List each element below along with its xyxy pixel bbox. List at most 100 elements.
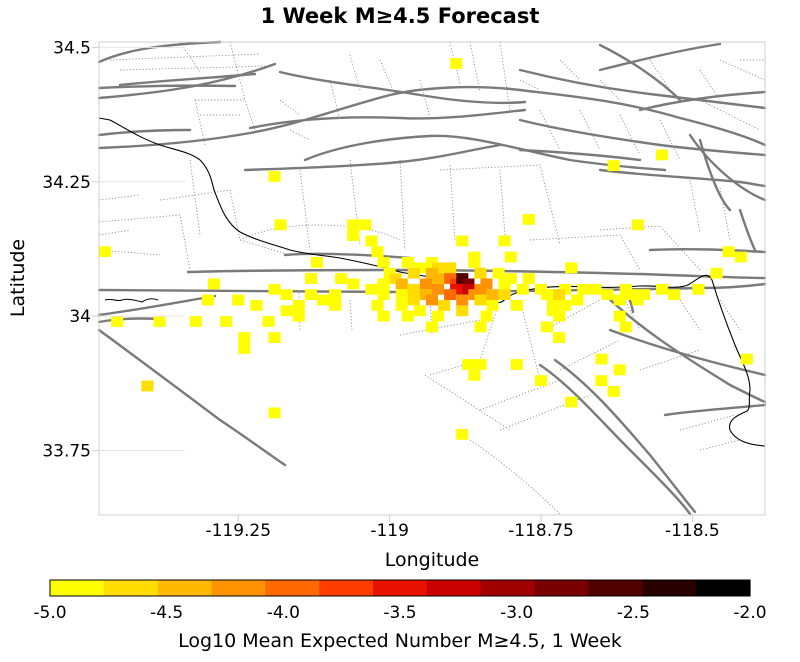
forecast-cell: [220, 316, 233, 327]
forecast-cell: [619, 321, 632, 333]
forecast-cell: [510, 300, 523, 311]
forecast-cell: [347, 230, 360, 241]
colorbar-tick-label: -3.0: [500, 603, 533, 623]
colorbar-tick-label: -4.5: [150, 603, 183, 623]
forecast-cell: [413, 305, 426, 317]
chart-title: 1 Week M≥4.5 Forecast: [261, 4, 540, 28]
forecast-cell: [268, 407, 281, 419]
forecast-cell: [262, 316, 275, 327]
forecast-cell: [208, 278, 221, 290]
y-tick-label: 34.5: [53, 38, 91, 58]
forecast-cell: [456, 294, 469, 306]
forecast-cell: [444, 262, 457, 274]
forecast-cell: [492, 267, 505, 279]
forecast-cell: [474, 359, 487, 370]
forecast-cell: [468, 369, 481, 381]
forecast-cell: [631, 294, 644, 306]
forecast-cell: [238, 343, 251, 354]
forecast-cell: [268, 283, 281, 295]
forecast-cell: [432, 273, 445, 284]
forecast-cell: [268, 171, 281, 182]
forecast-cell: [740, 353, 753, 365]
forecast-cell: [395, 289, 408, 300]
forecast-cell: [407, 267, 420, 279]
forecast-cell: [474, 294, 487, 306]
colorbar-swatch: [480, 580, 536, 596]
forecast-cell: [571, 294, 584, 306]
forecast-cell: [377, 278, 390, 290]
forecast-cell: [565, 262, 578, 274]
forecast-cell: [365, 235, 378, 247]
forecast-cell: [304, 273, 317, 284]
colorbar-tick-label: -2.0: [733, 603, 766, 623]
plot-area: [97, 40, 767, 516]
colorbar: -5.0 -4.5 -4.0 -3.5 -3.0 -2.5 -2.0 Log10 Mean …: [33, 579, 767, 652]
forecast-cell: [407, 283, 420, 295]
forecast-cell: [395, 278, 408, 290]
forecast-cell: [734, 251, 747, 263]
y-tick-label: 34.25: [42, 173, 91, 193]
forecast-cell: [577, 283, 590, 295]
forecast-cells: [99, 58, 753, 440]
forecast-cell: [389, 273, 402, 284]
forecast-cell: [425, 257, 438, 268]
forecast-cell: [631, 219, 644, 231]
forecast-cell: [486, 289, 499, 300]
forecast-cell: [371, 246, 384, 258]
colorbar-tick-label: -2.5: [617, 603, 650, 623]
forecast-cell: [189, 316, 202, 327]
forecast-cell: [377, 257, 390, 268]
forecast-cell: [589, 283, 602, 295]
grid-linework: [98, 41, 766, 515]
forecast-cell: [274, 219, 287, 231]
colorbar-swatch: [157, 580, 213, 596]
forecast-cell: [317, 294, 330, 306]
colorbar-swatch: [50, 580, 105, 596]
forecast-cell: [468, 289, 481, 300]
forecast-cell: [522, 214, 535, 225]
forecast-cell: [292, 310, 305, 322]
forecast-cell: [456, 235, 469, 247]
forecast-cell: [250, 300, 263, 311]
forecast-cell: [474, 283, 487, 295]
x-axis: -119.25 -119 -118.75 -118.5 Longitude: [205, 515, 720, 571]
forecast-cell: [498, 278, 511, 290]
forecast-cell: [553, 310, 566, 322]
forecast-cell: [432, 310, 445, 322]
y-tick-label: 34: [69, 307, 91, 327]
colorbar-swatch: [319, 580, 374, 596]
forecast-cell: [710, 267, 723, 279]
forecast-cell: [565, 396, 578, 408]
forecast-cell: [559, 300, 572, 311]
colorbar-tick-label: -4.0: [267, 603, 300, 623]
forecast-cell: [201, 294, 214, 306]
forecast-cell: [462, 359, 475, 370]
forecast-cell: [498, 289, 511, 300]
colorbar-swatch: [588, 580, 643, 596]
forecast-cell: [504, 251, 517, 263]
x-tick-label: -119: [370, 521, 409, 541]
forecast-cell: [474, 267, 487, 279]
forecast-cell: [401, 310, 414, 322]
forecast-cell: [292, 300, 305, 311]
x-axis-label: Longitude: [385, 549, 480, 571]
forecast-cell: [329, 289, 342, 300]
colorbar-swatch: [103, 580, 159, 596]
forecast-cell: [474, 321, 487, 333]
forecast-cell: [486, 300, 499, 311]
forecast-cell: [601, 289, 614, 300]
colorbar-tick-label: -3.5: [383, 603, 416, 623]
forecast-cell: [607, 386, 620, 397]
forecast-cell: [329, 300, 342, 311]
forecast-cell: [432, 262, 445, 274]
forecast-cell: [553, 289, 566, 300]
forecast-cell: [280, 289, 293, 300]
forecast-cell: [395, 300, 408, 311]
forecast-cell: [637, 289, 650, 300]
forecast-cell: [444, 289, 457, 300]
forecast-cell: [425, 321, 438, 333]
forecast-cell: [607, 160, 620, 171]
x-tick-label: -118.5: [665, 521, 720, 541]
forecast-cell: [347, 219, 360, 231]
forecast-cell: [419, 278, 432, 290]
